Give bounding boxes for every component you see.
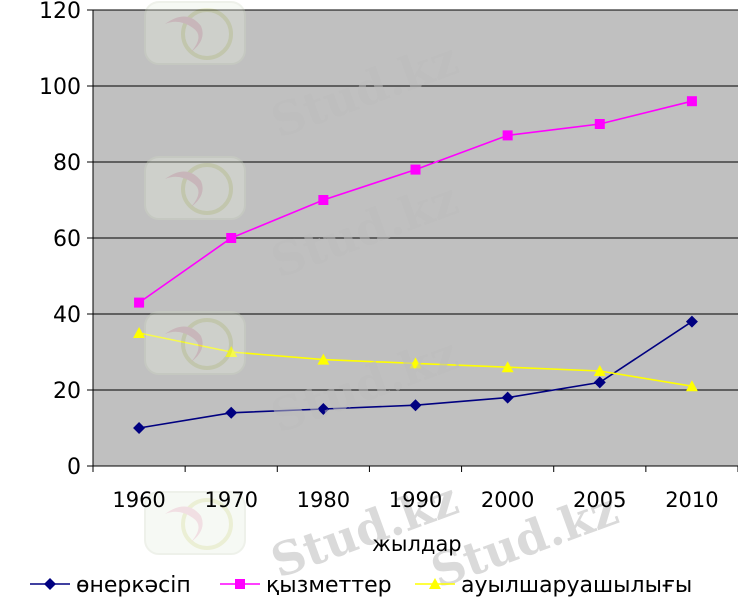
watermark-logo	[144, 1, 246, 65]
watermark-bird-icon	[165, 171, 203, 207]
data-point-2-0	[133, 327, 146, 338]
watermark-logo-ring	[181, 163, 233, 215]
legend-label: ауылшаруашылығы	[461, 573, 692, 598]
watermark-logo-ring	[181, 498, 233, 550]
watermark-logo-badge	[144, 491, 246, 555]
data-point-2-2	[317, 353, 330, 365]
data-point-1-2	[318, 195, 329, 205]
data-point-2-5	[593, 365, 606, 376]
data-point-1-1	[226, 233, 237, 243]
x-tick-label: 2000	[481, 488, 534, 512]
data-point-1-3	[410, 164, 421, 175]
watermark-logo	[144, 491, 246, 555]
watermark-logo-ring	[181, 8, 233, 60]
y-tick-label: 0	[67, 455, 81, 480]
watermark-bird-icon	[165, 326, 203, 362]
watermark-logo-badge	[144, 1, 246, 65]
legend-diamond-icon	[44, 578, 56, 590]
data-point-0-4	[501, 391, 514, 404]
data-point-0-3	[409, 399, 422, 412]
legend-square-icon	[235, 579, 245, 589]
data-point-0-1	[225, 406, 238, 419]
x-tick-label: 1990	[389, 488, 442, 512]
data-point-0-6	[685, 315, 698, 328]
data-point-1-6	[686, 96, 697, 107]
data-point-1-0	[134, 297, 145, 308]
x-tick-label: 1960	[112, 488, 165, 512]
legend-group: өнеркәсіп қызметтер ауылшаруашылығы	[30, 573, 692, 598]
watermark-logo	[144, 156, 246, 220]
data-point-0-2	[317, 403, 330, 415]
data-point-2-6	[685, 380, 698, 392]
legend-label: өнеркәсіп	[76, 573, 191, 598]
axis-group: 0 20 40 60 80 100 120 1960 1970 1980 1990 2000 2005 2…	[1, 0, 738, 556]
legend-entry: ауылшаруашылығы	[415, 573, 692, 598]
y-tick-label: 60	[53, 227, 81, 252]
watermark-bird-icon	[165, 506, 203, 542]
data-point-2-3	[409, 357, 422, 369]
watermark-bird-icon	[165, 16, 203, 52]
watermark-logo-badge	[144, 156, 246, 220]
x-axis-title: жылдар	[372, 532, 462, 556]
legend-label: қызметтер	[266, 573, 392, 598]
legend-entry: қызметтер	[220, 573, 392, 598]
y-tick-label: 80	[53, 151, 81, 176]
data-point-2-4	[501, 361, 514, 373]
x-tick-label: 2010	[665, 488, 718, 512]
data-point-0-0	[133, 422, 146, 434]
data-point-1-5	[594, 119, 605, 129]
x-tick-label: 1970	[204, 488, 257, 512]
y-tick-label: 40	[53, 303, 81, 328]
watermark-logo	[144, 311, 246, 375]
legend-triangle-icon	[429, 578, 441, 589]
y-tick-label: 20	[53, 379, 81, 404]
y-tick-label: 120	[39, 0, 81, 24]
watermark-logo-badge	[144, 311, 246, 375]
data-point-1-4	[502, 130, 513, 141]
legend-entry: өнеркәсіп	[30, 573, 191, 598]
y-axis-title: пайыз	[1, 202, 25, 270]
x-tick-label: 2005	[573, 488, 626, 512]
y-tick-label: 100	[39, 75, 81, 100]
plot-area-group	[93, 9, 738, 466]
watermark-logo-ring	[181, 318, 233, 370]
data-point-2-1	[225, 346, 238, 357]
x-tick-label: 1980	[297, 488, 350, 512]
data-point-0-5	[593, 376, 606, 389]
